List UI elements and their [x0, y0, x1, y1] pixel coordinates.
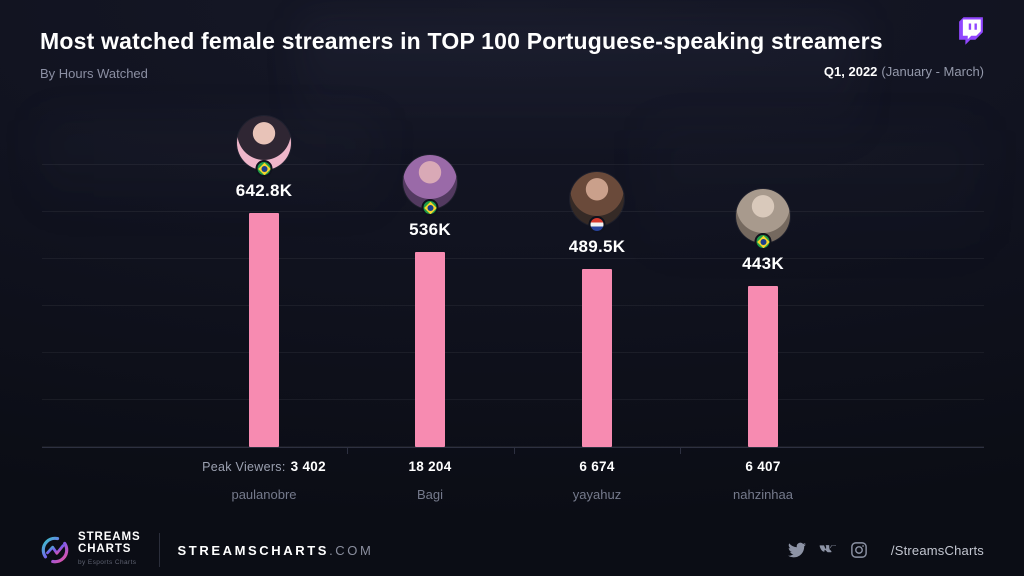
twitter-icon[interactable]: [787, 541, 806, 559]
streamer-column-yayahuz: 489.5K 6 674 yayahuz: [512, 100, 682, 510]
streamer-name: nahzinhaa: [733, 487, 793, 502]
period-months: (January - March): [881, 64, 984, 79]
axis-tick: [347, 447, 348, 454]
axis-tick: [680, 447, 681, 454]
social-links: /StreamsCharts: [787, 541, 984, 559]
brazil-flag-circle: [261, 165, 267, 172]
streamscharts-brand: STREAMS CHARTS by Esports Charts: [40, 531, 141, 569]
brand-text: STREAMS CHARTS by Esports Charts: [78, 531, 141, 569]
streamer-avatar-wrap: [570, 172, 624, 233]
streamer-name: paulanobre: [231, 487, 297, 502]
hours-watched-bar: [249, 213, 279, 447]
twitch-logo-icon: [956, 16, 986, 46]
brazil-flag-badge: [421, 199, 439, 216]
streamer-avatar-wrap: [403, 155, 457, 216]
brazil-flag-circle: [427, 204, 433, 211]
vk-icon[interactable]: [819, 541, 837, 559]
streamscharts-logo-icon: [41, 536, 69, 564]
brand-byline: by Esports Charts: [78, 559, 137, 566]
footer-divider: [158, 533, 160, 567]
brazil-flag-badge: [255, 160, 273, 177]
hours-watched-value: 536K: [409, 220, 451, 239]
axis-tick: [513, 447, 515, 454]
streamer-name: yayahuz: [572, 487, 622, 502]
hours-watched-value: 642.8K: [235, 181, 293, 200]
streamer-column-nahzinhaa: 443K 6 407 nahzinhaa: [678, 100, 848, 510]
paraguay-flag-badge: [588, 216, 606, 233]
period-quarter: Q1, 2022: [823, 64, 878, 79]
x-axis-line: [42, 447, 984, 448]
social-handle[interactable]: /StreamsCharts: [890, 542, 984, 558]
peak-viewers-value: Peak Viewers: 3 402: [202, 459, 326, 474]
brazil-flag-circle: [760, 238, 766, 245]
bar-chart: 642.8K Peak Viewers: 3 402 paulanobre 536K 18…: [0, 100, 1024, 510]
brand-line-2: CHARTS: [78, 543, 132, 555]
footer: STREAMS CHARTS by Esports Charts STREAMS…: [0, 524, 1024, 576]
hours-watched-value: 489.5K: [568, 237, 626, 256]
page-title: Most watched female streamers in TOP 100…: [40, 28, 883, 54]
hours-watched-bar: [415, 252, 445, 447]
peak-viewers-label: Peak Viewers:: [202, 460, 286, 474]
peak-viewers-value: 6 674: [579, 459, 615, 474]
chart-gridlines: [42, 118, 984, 447]
peak-viewers-value: 6 407: [745, 459, 781, 474]
streamer-column-Bagi: 536K 18 204 Bagi: [345, 100, 515, 510]
hours-watched-bar: [582, 269, 612, 447]
site-tld: .COM: [329, 542, 374, 558]
streamer-avatar-wrap: [736, 189, 790, 250]
hours-watched-bar: [748, 286, 778, 447]
streamer-name: Bagi: [416, 487, 444, 502]
site-url[interactable]: STREAMSCHARTS.COM: [178, 543, 374, 558]
streamer-avatar-wrap: [237, 116, 291, 177]
chart-subtitle: By Hours Watched: [40, 66, 148, 81]
instagram-icon[interactable]: [850, 541, 868, 559]
report-period: Q1, 2022 (January - March): [824, 64, 984, 79]
brazil-flag-badge: [754, 233, 772, 250]
streamer-column-paulanobre: 642.8K Peak Viewers: 3 402 paulanobre: [179, 100, 349, 510]
brand-line-1: STREAMS: [78, 531, 141, 543]
hours-watched-value: 443K: [742, 254, 784, 273]
peak-viewers-value: 18 204: [408, 459, 452, 474]
site-name: STREAMSCHARTS: [177, 542, 330, 558]
